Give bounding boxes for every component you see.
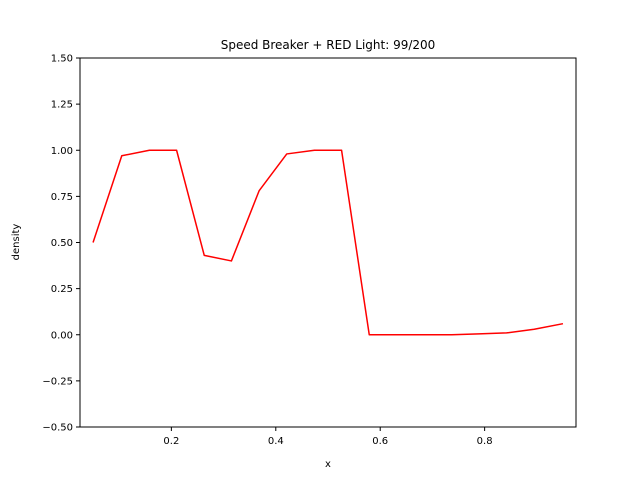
y-tick-label: 0.75: [51, 192, 73, 203]
x-axis: 0.2 0.4 0.6 0.8: [163, 427, 493, 447]
series-layer: [92, 149, 564, 336]
x-tick-label: 0.8: [477, 436, 493, 447]
density-line: [92, 149, 564, 336]
y-tick-label: −0.50: [42, 423, 73, 434]
x-axis-label: x: [325, 459, 331, 470]
y-tick-label: 1.50: [51, 54, 73, 65]
y-tick-label: 1.25: [51, 100, 73, 111]
chart-title: Speed Breaker + RED Light: 99/200: [221, 38, 436, 52]
x-tick-label: 0.2: [163, 436, 179, 447]
y-tick-label: 0.00: [51, 330, 73, 341]
y-tick-label: 0.25: [51, 284, 73, 295]
x-tick-label: 0.4: [268, 436, 284, 447]
y-axis-label: density: [11, 224, 22, 261]
y-tick-label: −0.25: [42, 376, 73, 387]
y-tick-label: 1.00: [51, 146, 73, 157]
x-tick-label: 0.6: [372, 436, 388, 447]
y-axis: −0.50 −0.25 0.00 0.25 0.50 0.75 1.00 1.25 1.50: [42, 54, 80, 434]
y-tick-label: 0.50: [51, 238, 73, 249]
